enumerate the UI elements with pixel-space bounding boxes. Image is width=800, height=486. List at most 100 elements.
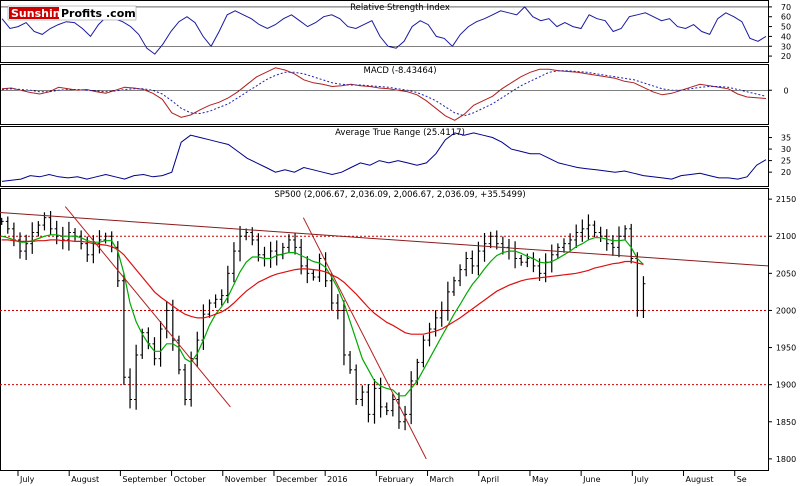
price-bar: [170, 299, 175, 351]
brand-logo-part1: Sunshine: [11, 7, 68, 20]
price-title: SP500 (2,006.67, 2,036.09, 2,006.67, 2,0…: [274, 190, 525, 200]
atr-y-axis: 20 25 30 35: [768, 134, 791, 177]
rsi-panel-frame: [0, 0, 769, 63]
x-tick-label: March: [430, 475, 454, 484]
price-bar: [427, 322, 432, 347]
atr-title: Average True Range (25.4117): [335, 128, 465, 138]
price-bar: [238, 225, 243, 262]
macd-signal-line: [1, 70, 767, 117]
price-bar: [213, 294, 218, 308]
price-bar: [604, 229, 609, 251]
price-bar: [629, 223, 634, 264]
price-bar: [11, 222, 16, 247]
x-tick-label: November: [225, 475, 267, 484]
price-bar: [574, 224, 579, 248]
price-y-tick-label: 1950: [776, 344, 796, 353]
price-bar: [0, 217, 4, 225]
price-bar: [134, 344, 139, 410]
price-bar: [73, 228, 78, 241]
price-bar: [470, 250, 475, 274]
price-bar: [561, 238, 566, 253]
price-bar: [568, 233, 573, 251]
price-bar: [18, 232, 23, 259]
rsi-y-tick-label: 40: [781, 32, 791, 41]
price-bar: [24, 234, 29, 260]
x-tick-label: September: [122, 475, 167, 484]
rsi-y-tick-label: 30: [781, 42, 791, 51]
price-bar: [458, 264, 463, 287]
atr-y-tick-label: 35: [781, 134, 791, 143]
price-bar: [384, 402, 389, 416]
price-bar: [244, 228, 249, 241]
price-bar: [482, 232, 487, 262]
price-bar: [610, 235, 615, 256]
price-bar: [543, 253, 548, 283]
x-tick-label: August: [686, 475, 714, 484]
price-bar: [262, 246, 267, 267]
price-bar: [164, 301, 169, 339]
atr-panel-frame: [0, 126, 769, 187]
price-bar: [317, 253, 322, 282]
price-bar: [268, 241, 273, 268]
x-tick-label: July: [633, 475, 649, 484]
price-bar: [360, 385, 365, 407]
macd-y-axis: 0: [768, 86, 789, 95]
atr-y-tick-label: 25: [781, 157, 791, 166]
price-bar: [592, 220, 597, 237]
price-bar: [79, 230, 84, 250]
price-y-tick-label: 2050: [776, 269, 796, 278]
price-bar: [286, 234, 291, 254]
price-bar: [30, 222, 35, 254]
price-bar: [409, 371, 414, 425]
x-tick-label: August: [71, 475, 99, 484]
price-bar: [519, 254, 524, 266]
x-tick-label: 2016: [327, 475, 347, 484]
price-bar: [274, 240, 279, 266]
price-bar: [335, 294, 340, 320]
brand-logo-accent: [9, 7, 59, 19]
price-bar: [5, 216, 10, 234]
macd-title: MACD (-8.43464): [363, 66, 436, 76]
price-bar: [433, 310, 438, 337]
x-tick-label: June: [582, 475, 601, 484]
price-panel-frame: [0, 188, 769, 471]
price-bar: [421, 335, 426, 368]
price-bar: [60, 226, 65, 250]
trendline: [64, 206, 231, 408]
atr-y-tick-label: 30: [781, 145, 791, 154]
macd-line: [1, 67, 767, 121]
price-bar: [207, 299, 212, 318]
price-bar: [354, 364, 359, 405]
price-bar: [348, 350, 353, 374]
x-tick-label: October: [174, 475, 207, 484]
macd-panel-frame: [0, 64, 769, 125]
brand-logo-part3: .com: [106, 7, 136, 20]
price-bar: [305, 256, 310, 284]
price-y-tick-label: 1850: [776, 418, 796, 427]
price-bar: [372, 379, 377, 424]
price-bar: [439, 301, 444, 327]
price-bar: [121, 273, 126, 385]
price-bar: [476, 241, 481, 276]
rsi-y-tick-label: 60: [781, 13, 791, 22]
trendline: [0, 211, 769, 267]
rsi-y-tick-label: 50: [781, 23, 791, 32]
x-tick-label: Se: [737, 475, 747, 484]
price-bar: [549, 244, 554, 273]
price-y-tick-label: 1800: [776, 455, 796, 464]
x-axis: July August September October November Decemb…: [17, 470, 747, 484]
price-bar: [103, 232, 108, 244]
price-bar: [219, 289, 224, 306]
moving-average-short: [1, 234, 644, 397]
trendline: [302, 217, 427, 460]
price-bar: [311, 269, 316, 281]
price-bar: [183, 364, 188, 406]
price-bar: [513, 241, 518, 269]
price-bar: [36, 221, 41, 237]
price-bar: [54, 220, 59, 245]
price-y-tick-label: 2100: [776, 232, 796, 241]
x-tick-label: February: [378, 475, 414, 484]
price-bar: [390, 393, 395, 417]
